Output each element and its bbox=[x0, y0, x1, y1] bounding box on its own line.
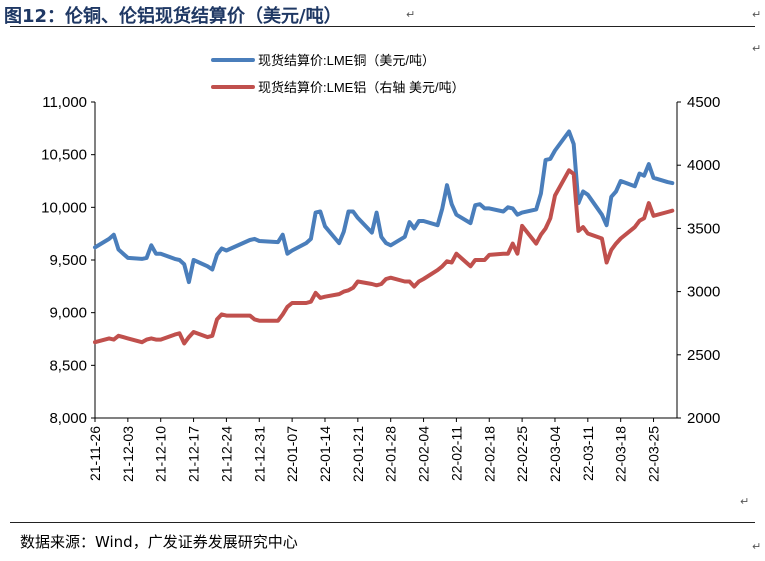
y-right-tick-label: 3500 bbox=[687, 220, 720, 237]
x-tick-label: 22-02-11 bbox=[448, 426, 464, 481]
x-tick-label: 22-01-28 bbox=[383, 426, 399, 482]
y-right-tick-label: 2000 bbox=[687, 410, 720, 427]
x-tick-label: 22-01-21 bbox=[350, 426, 366, 482]
paragraph-mark: ↵ bbox=[752, 541, 762, 553]
y-left-tick-label: 10,500 bbox=[41, 147, 87, 164]
y-left-tick-label: 10,000 bbox=[41, 199, 87, 216]
y-right-tick-label: 4000 bbox=[687, 157, 720, 174]
y-left-tick-label: 9,500 bbox=[49, 252, 87, 269]
source-note: 数据来源：Wind，广发证券发展研究中心 bbox=[20, 533, 298, 551]
paragraph-mark: ↵ bbox=[740, 496, 750, 508]
paragraph-mark: ↵ bbox=[752, 43, 762, 55]
x-tick-label: 21-11-26 bbox=[87, 426, 103, 481]
y-left-tick-label: 9,000 bbox=[49, 305, 87, 322]
x-tick-label: 22-03-04 bbox=[547, 426, 563, 482]
paragraph-mark: ↵ bbox=[406, 9, 416, 21]
y-left-tick-label: 8,000 bbox=[49, 410, 87, 427]
legend-label: 现货结算价:LME铝（右轴 美元/吨） bbox=[258, 80, 465, 95]
x-tick-label: 22-01-07 bbox=[284, 426, 300, 482]
x-tick-label: 22-03-25 bbox=[646, 426, 662, 482]
x-tick-label: 21-12-17 bbox=[186, 426, 202, 482]
x-tick-label: 22-02-18 bbox=[481, 426, 497, 482]
x-tick-label: 22-02-25 bbox=[514, 426, 530, 482]
x-tick-label: 22-02-04 bbox=[416, 426, 432, 482]
x-tick-label: 22-03-18 bbox=[613, 426, 629, 482]
x-tick-label: 22-03-11 bbox=[580, 426, 596, 481]
line-chart: 11,000 10,500 10,000 9,500 9,000 8,500 8,000 45… bbox=[41, 53, 720, 482]
y-right-tick-label: 4500 bbox=[687, 94, 720, 111]
x-tick-label: 21-12-10 bbox=[153, 426, 169, 482]
y-left-tick-label: 11,000 bbox=[42, 94, 87, 111]
x-tick-label: 21-12-24 bbox=[218, 426, 234, 482]
x-tick-label: 22-01-14 bbox=[317, 426, 333, 482]
y-right-tick-label: 2500 bbox=[687, 347, 720, 364]
y-right-tick-label: 3000 bbox=[687, 284, 720, 301]
y-left-tick-label: 8,500 bbox=[49, 357, 87, 374]
x-tick-label: 21-12-03 bbox=[120, 426, 136, 482]
title-rule bbox=[10, 26, 755, 27]
aluminium-price-line bbox=[93, 168, 675, 346]
legend-label: 现货结算价:LME铜（美元/吨） bbox=[258, 53, 435, 68]
x-tick-label: 21-12-31 bbox=[251, 426, 267, 482]
source-rule bbox=[10, 522, 755, 523]
copper-price-line bbox=[93, 129, 675, 285]
figure-title: 图12：伦铜、伦铝现货结算价（美元/吨） bbox=[4, 6, 342, 27]
paragraph-mark: ↵ bbox=[752, 9, 762, 21]
